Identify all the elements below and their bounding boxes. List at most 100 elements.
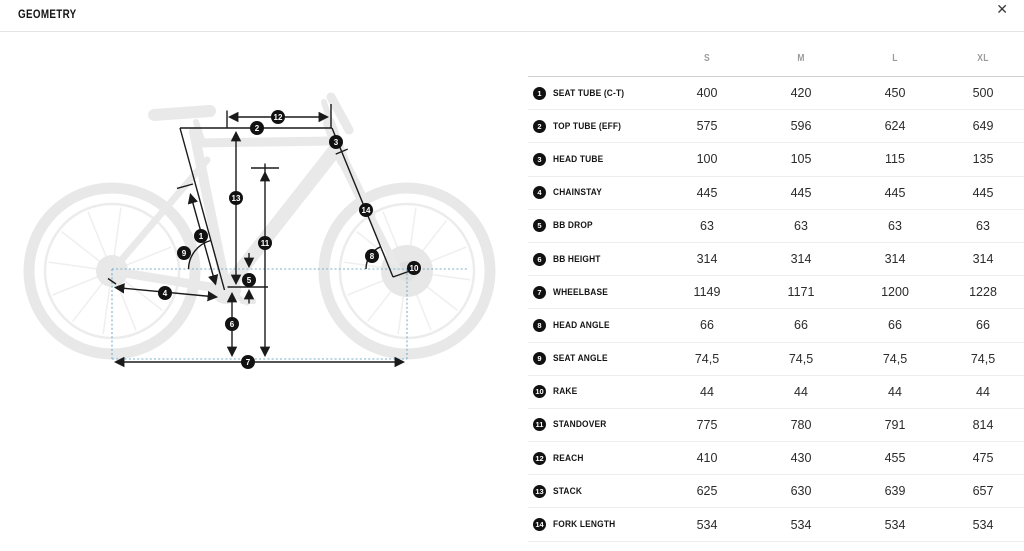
value-cell: 105 (790, 152, 812, 167)
value-cell: 1171 (787, 285, 815, 300)
value-cell: 115 (885, 152, 905, 167)
table-row: 5 BB DROP 63 63 63 63 (528, 210, 1024, 243)
value-cell: 74,5 (970, 351, 996, 366)
row-label: SEAT TUBE (C-T) (553, 87, 625, 99)
value-cell: 74,5 (882, 351, 908, 366)
value-cell: 775 (696, 417, 718, 432)
table-row: 7 WHEELBASE 1149 1171 1200 1228 (528, 276, 1024, 310)
row-number-badge: 14 (533, 518, 546, 532)
value-cell: 44 (976, 384, 990, 399)
row-number-badge: 3 (533, 152, 546, 166)
marker-circle (271, 110, 285, 124)
marker-circle (242, 273, 256, 287)
value-cell: 44 (888, 384, 902, 399)
row-number-badge: 5 (533, 219, 546, 233)
marker-number: 7 (246, 358, 251, 367)
size-column-header: M (797, 53, 805, 64)
marker-circle (194, 229, 208, 243)
table-row: 12 REACH 410 430 455 475 (528, 442, 1024, 476)
table-row: 14 FORK LENGTH 534 534 534 534 (528, 508, 1024, 542)
table-row: 9 SEAT ANGLE 74,5 74,5 74,5 74,5 (528, 343, 1024, 376)
marker-circle (359, 203, 373, 217)
row-label: SEAT ANGLE (553, 353, 608, 365)
geometry-table: S M L XL 1 SEAT TUBE (C-T) 400 420 450 500 2 TOP TU… (528, 41, 1024, 542)
value-cell: 596 (790, 119, 812, 134)
marker-circle (258, 236, 272, 250)
value-cell: 400 (696, 86, 718, 101)
table-row: 2 TOP TUBE (EFF) 575 596 624 649 (528, 110, 1024, 144)
value-cell: 100 (696, 152, 718, 167)
value-cell: 63 (976, 218, 990, 233)
row-label: STACK (553, 485, 583, 497)
page-title: GEOMETRY (18, 7, 77, 21)
marker-number: 11 (261, 239, 270, 248)
value-cell: 780 (790, 417, 812, 432)
value-cell: 1228 (969, 285, 997, 300)
value-cell: 475 (972, 451, 994, 466)
row-label: FORK LENGTH (553, 519, 616, 531)
row-label: CHAINSTAY (553, 187, 602, 199)
value-cell: 445 (790, 185, 812, 200)
value-cell: 630 (790, 484, 812, 499)
table-row: 11 STANDOVER 775 780 791 814 (528, 409, 1024, 443)
marker-number: 9 (182, 249, 187, 258)
row-number-badge: 6 (533, 252, 546, 266)
row-number-badge: 11 (533, 418, 546, 432)
marker-number: 6 (230, 320, 235, 329)
value-cell: 430 (790, 451, 812, 466)
row-number-badge: 2 (533, 119, 546, 133)
value-cell: 1200 (881, 285, 909, 300)
value-cell: 534 (972, 517, 994, 532)
marker-circle (241, 355, 255, 369)
row-label: STANDOVER (553, 419, 607, 431)
value-cell: 814 (972, 417, 994, 432)
marker-circle (365, 249, 379, 263)
table-row: 3 HEAD TUBE 100 105 115 135 (528, 143, 1024, 177)
row-label: WHEELBASE (553, 286, 608, 298)
value-cell: 314 (972, 252, 994, 267)
value-cell: 314 (790, 252, 812, 267)
row-number-badge: 13 (533, 484, 546, 498)
table-row: 10 RAKE 44 44 44 44 (528, 376, 1024, 409)
value-cell: 500 (972, 86, 994, 101)
row-label: BB DROP (553, 220, 593, 232)
value-cell: 649 (972, 119, 994, 134)
value-cell: 44 (794, 384, 808, 399)
marker-number: 14 (362, 206, 371, 215)
marker-circle (225, 317, 239, 331)
row-number-badge: 7 (533, 285, 546, 299)
row-number-badge: 4 (533, 186, 546, 200)
value-cell: 534 (696, 517, 718, 532)
marker-number: 2 (255, 124, 260, 133)
value-cell: 657 (972, 484, 994, 499)
value-cell: 314 (696, 252, 718, 267)
row-number-badge: 8 (533, 318, 546, 332)
value-cell: 63 (700, 218, 714, 233)
marker-number: 3 (334, 138, 339, 147)
value-cell: 791 (884, 417, 906, 432)
value-cell: 450 (884, 86, 906, 101)
size-column-header: S (704, 53, 710, 64)
value-cell: 66 (976, 318, 990, 333)
row-label: REACH (553, 452, 584, 464)
bike-silhouette (23, 92, 496, 360)
value-cell: 534 (790, 517, 812, 532)
value-cell: 66 (794, 318, 808, 333)
table-row: 6 BB HEIGHT 314 314 314 314 (528, 243, 1024, 277)
marker-number: 10 (410, 264, 419, 273)
close-icon[interactable]: ✕ (986, 0, 1018, 20)
marker-circle (177, 246, 191, 260)
value-cell: 410 (696, 451, 718, 466)
value-cell: 63 (794, 218, 808, 233)
marker-circle (329, 135, 343, 149)
value-cell: 1149 (693, 285, 721, 300)
marker-circle (407, 261, 421, 275)
marker-number: 5 (247, 276, 252, 285)
row-label: BB HEIGHT (553, 253, 601, 265)
marker-number: 12 (274, 113, 283, 122)
marker-number: 1 (199, 232, 204, 241)
value-cell: 445 (884, 185, 906, 200)
